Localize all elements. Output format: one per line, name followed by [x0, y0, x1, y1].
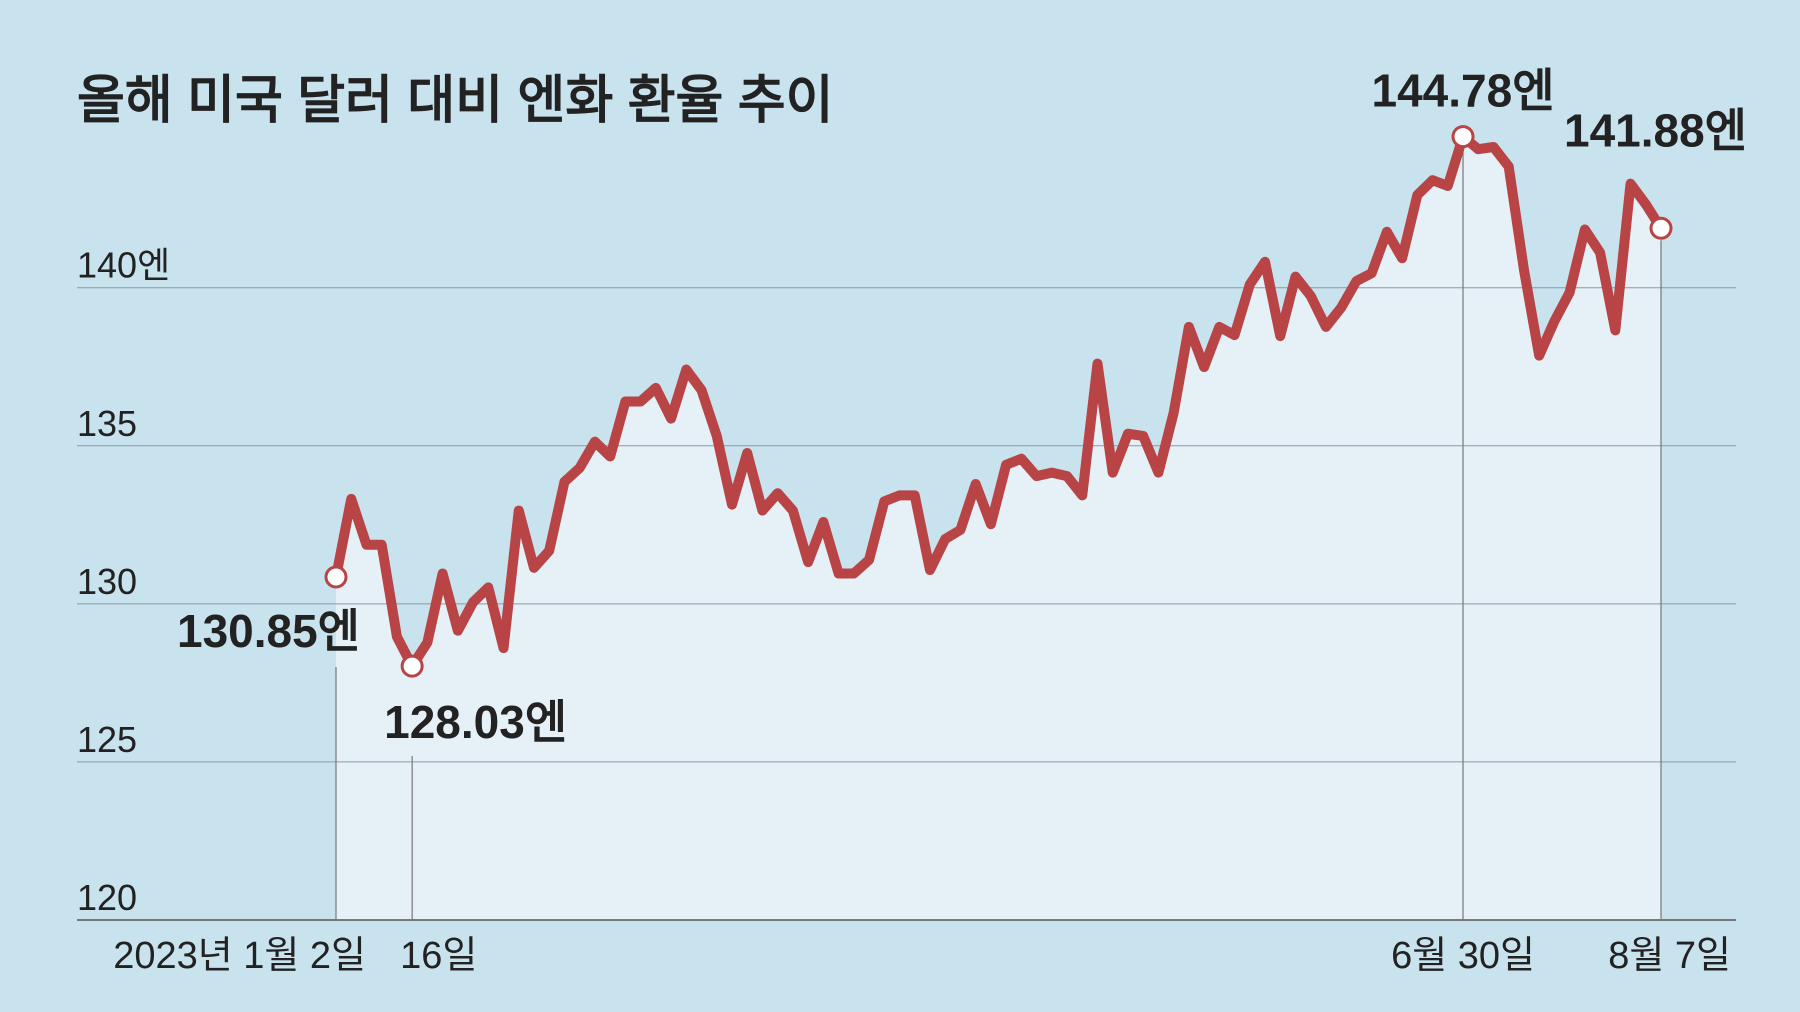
- y-tick-label: 125: [77, 719, 137, 760]
- value-label: 144.78엔: [1372, 65, 1555, 117]
- y-tick-label: 120: [77, 877, 137, 918]
- data-line: [331, 131, 1666, 672]
- x-tick-label: 16일: [400, 935, 477, 977]
- value-label: 141.88엔: [1564, 104, 1747, 156]
- value-label: 128.03엔: [384, 696, 567, 748]
- y-tick-label: 135: [77, 403, 137, 444]
- x-tick-label: 8월 7일: [1608, 935, 1731, 977]
- data-point: [400, 654, 424, 678]
- data-point: [1451, 125, 1475, 149]
- area-fill: [336, 136, 1661, 920]
- value-label: 130.85엔: [177, 605, 360, 657]
- chart-title: 올해 미국 달러 대비 엔화 환율 추이: [77, 72, 833, 130]
- data-point: [324, 565, 348, 589]
- data-point: [1649, 216, 1673, 240]
- y-tick-label: 140엔: [77, 245, 170, 286]
- x-tick-label: 6월 30일: [1391, 935, 1535, 977]
- x-tick-label: 2023년 1월 2일: [113, 935, 366, 977]
- y-tick-label: 130: [77, 561, 137, 602]
